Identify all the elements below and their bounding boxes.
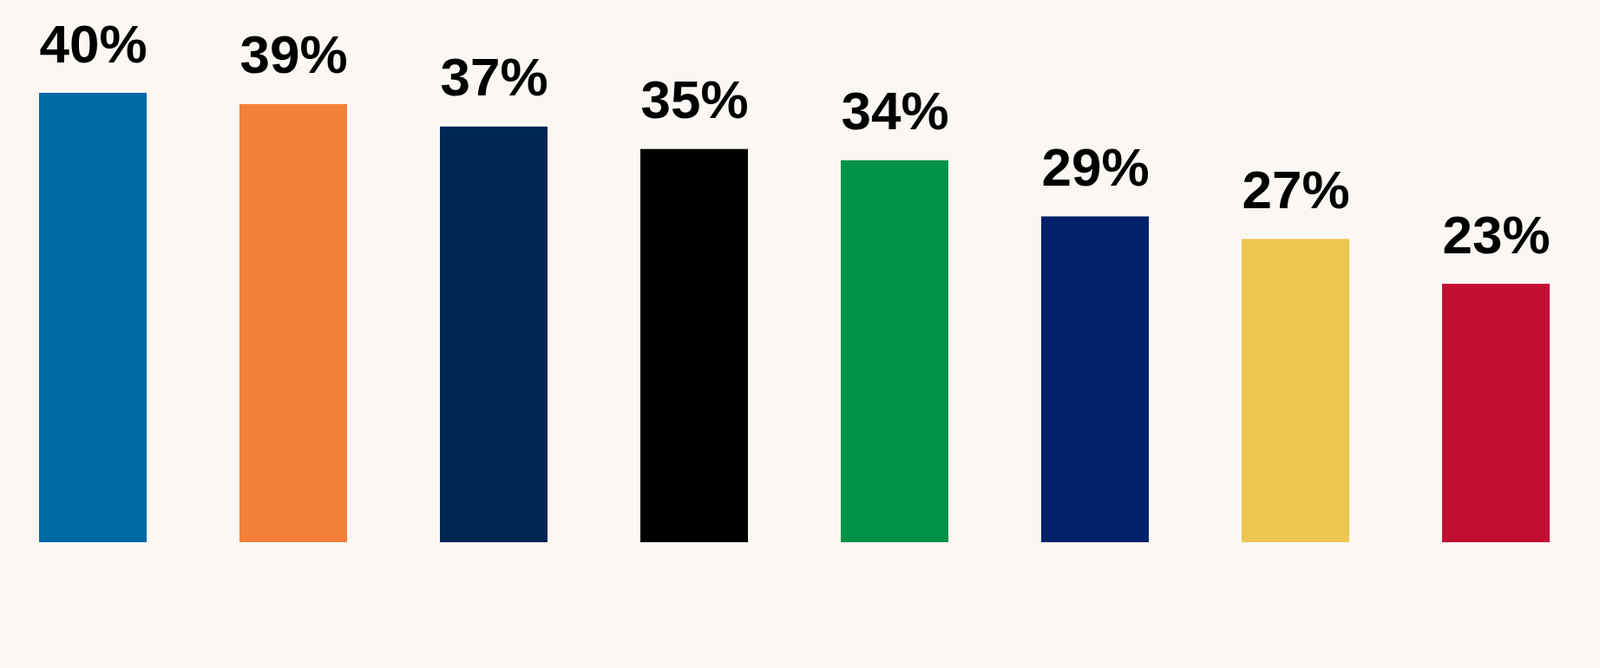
svg-text:34%: 34% [840,80,949,141]
svg-text:39%: 39% [239,24,348,85]
svg-text:40%: 40% [39,13,147,74]
svg-text:27%: 27% [1241,159,1350,220]
svg-text:23%: 23% [1442,204,1550,265]
svg-text:35%: 35% [640,69,748,130]
svg-text:29%: 29% [1041,137,1149,197]
svg-text:37%: 37% [439,46,548,107]
